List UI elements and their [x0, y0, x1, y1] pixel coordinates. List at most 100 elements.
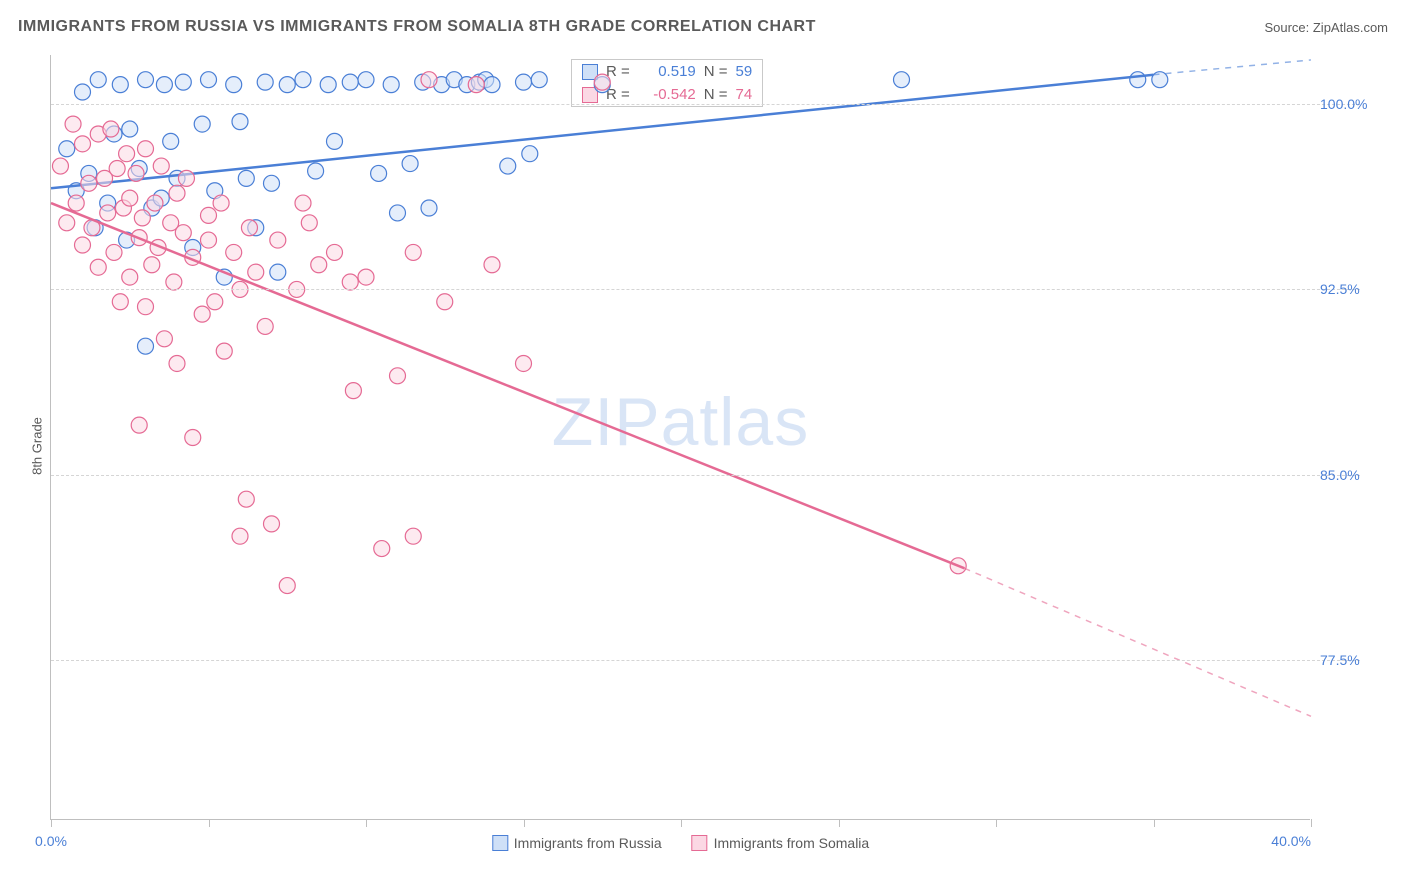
data-point [201, 207, 217, 223]
data-point [264, 516, 280, 532]
data-point [257, 74, 273, 90]
data-point [207, 294, 223, 310]
data-point [248, 264, 264, 280]
data-point [232, 528, 248, 544]
data-point [371, 165, 387, 181]
data-point [178, 170, 194, 186]
data-point [358, 269, 374, 285]
data-point [264, 175, 280, 191]
x-tick [681, 819, 682, 827]
r-label: R = [606, 63, 630, 80]
data-point [185, 430, 201, 446]
data-point [311, 257, 327, 273]
data-point [405, 528, 421, 544]
data-point [75, 136, 91, 152]
data-point [226, 77, 242, 93]
y-tick-label: 77.5% [1320, 652, 1390, 668]
y-tick-label: 100.0% [1320, 96, 1390, 112]
data-point [516, 355, 532, 371]
plot-svg [51, 55, 351, 205]
data-point [279, 77, 295, 93]
data-point [421, 200, 437, 216]
regression-line-extrapolated [965, 568, 1312, 716]
data-point [109, 161, 125, 177]
data-point [131, 417, 147, 433]
swatch-pink-icon [692, 835, 708, 851]
data-point [358, 72, 374, 88]
data-point [122, 190, 138, 206]
r-value: 0.519 [638, 63, 696, 80]
legend-item: Immigrants from Russia [492, 835, 662, 851]
data-point [144, 257, 160, 273]
data-point [122, 269, 138, 285]
data-point [327, 244, 343, 260]
chart-title: IMMIGRANTS FROM RUSSIA VS IMMIGRANTS FRO… [18, 18, 816, 36]
data-point [342, 74, 358, 90]
data-point [241, 220, 257, 236]
data-point [270, 232, 286, 248]
data-point [166, 274, 182, 290]
data-point [68, 195, 84, 211]
legend-label: Immigrants from Somalia [714, 835, 870, 851]
data-point [201, 72, 217, 88]
x-tick-label: 0.0% [35, 833, 67, 849]
data-point [270, 264, 286, 280]
data-point [437, 294, 453, 310]
x-tick [524, 819, 525, 827]
data-point [169, 185, 185, 201]
data-point [100, 205, 116, 221]
legend: Immigrants from Russia Immigrants from S… [492, 835, 869, 851]
x-tick-label: 40.0% [1271, 833, 1311, 849]
n-value: 59 [736, 63, 753, 80]
n-label: N = [704, 86, 728, 103]
legend-label: Immigrants from Russia [514, 835, 662, 851]
plot-area: ZIPatlas R = 0.519 N = 59 R = -0.542 N =… [50, 55, 1310, 820]
gridline [51, 475, 1360, 476]
x-tick [1154, 819, 1155, 827]
n-value: 74 [736, 86, 753, 103]
data-point [1130, 72, 1146, 88]
y-tick-label: 92.5% [1320, 281, 1390, 297]
r-value: -0.542 [638, 86, 696, 103]
data-point [484, 257, 500, 273]
data-point [194, 116, 210, 132]
data-point [65, 116, 81, 132]
data-point [128, 165, 144, 181]
data-point [345, 383, 361, 399]
data-point [156, 77, 172, 93]
data-point [594, 74, 610, 90]
gridline [51, 289, 1360, 290]
data-point [390, 205, 406, 221]
data-point [153, 158, 169, 174]
data-point [894, 72, 910, 88]
gridline [51, 660, 1360, 661]
y-tick-label: 85.0% [1320, 467, 1390, 483]
data-point [52, 158, 68, 174]
swatch-blue-icon [492, 835, 508, 851]
data-point [374, 541, 390, 557]
regression-line [51, 203, 965, 568]
data-point [468, 77, 484, 93]
data-point [194, 306, 210, 322]
x-tick [366, 819, 367, 827]
data-point [421, 72, 437, 88]
data-point [308, 163, 324, 179]
data-point [147, 195, 163, 211]
data-point [257, 318, 273, 334]
data-point [238, 170, 254, 186]
x-tick [209, 819, 210, 827]
data-point [106, 244, 122, 260]
data-point [216, 343, 232, 359]
data-point [175, 225, 191, 241]
data-point [75, 84, 91, 100]
data-point [232, 114, 248, 130]
title-bar: IMMIGRANTS FROM RUSSIA VS IMMIGRANTS FRO… [18, 18, 1388, 36]
data-point [320, 77, 336, 93]
data-point [138, 141, 154, 157]
regression-line-extrapolated [1154, 60, 1312, 75]
data-point [516, 74, 532, 90]
x-tick [839, 819, 840, 827]
data-point [134, 210, 150, 226]
data-point [279, 578, 295, 594]
data-point [531, 72, 547, 88]
